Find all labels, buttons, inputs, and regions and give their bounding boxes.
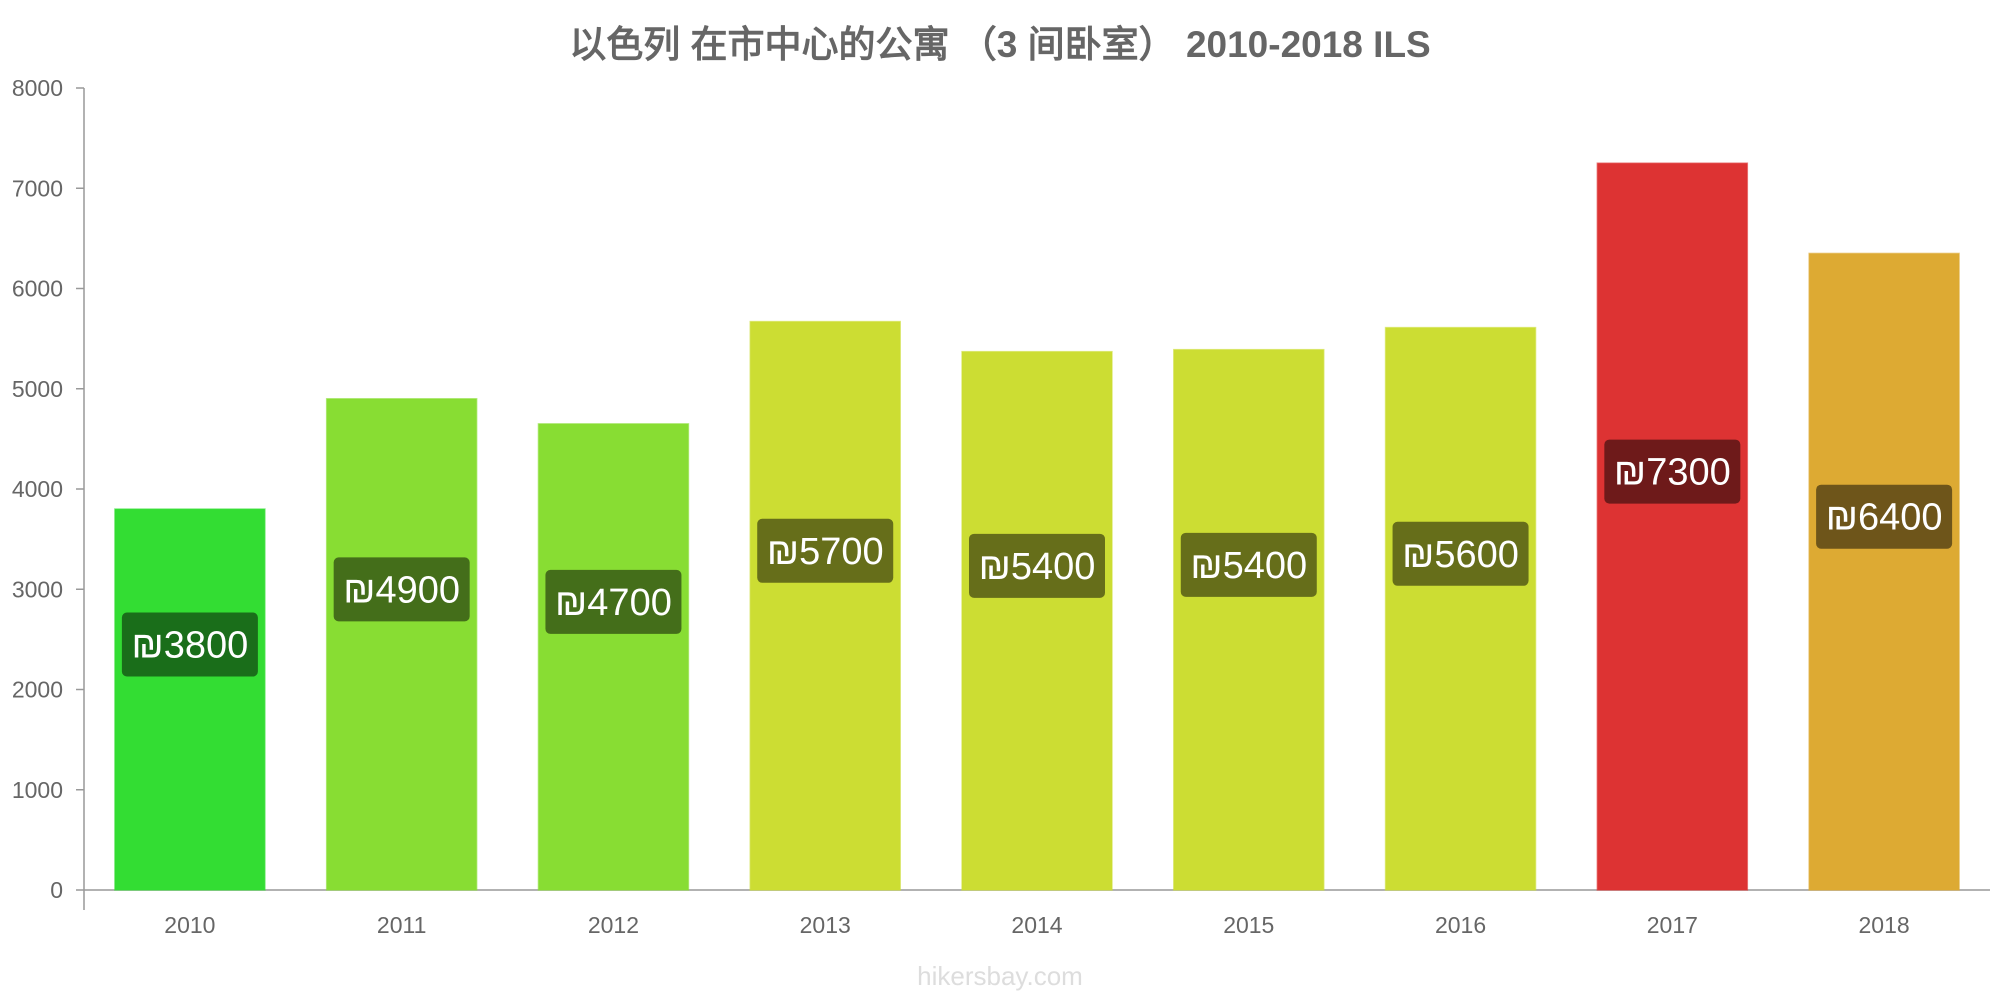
x-tick-label: 2015 xyxy=(1223,912,1274,938)
bars xyxy=(114,162,1960,891)
data-label-box xyxy=(333,557,470,622)
y-tick-label: 2000 xyxy=(12,677,63,703)
y-tick-label: 3000 xyxy=(12,576,63,602)
bar xyxy=(537,423,690,891)
chart-title: 以色列 在市中心的公寓 （3 间卧室） 2010-2018 ILS xyxy=(569,23,1430,65)
data-label: ₪4900 xyxy=(343,569,460,611)
bar xyxy=(1173,348,1325,891)
data-label: ₪5400 xyxy=(1190,545,1307,587)
x-tick-label: 2013 xyxy=(800,912,851,938)
bar-labels: ₪3800 ₪4900 ₪4700 ₪5700 ₪5400 ₪5400 ₪5600 ₪7300… xyxy=(121,439,1953,677)
bar xyxy=(1384,326,1537,891)
source-watermark: hikersbay.com xyxy=(917,961,1083,991)
x-tick-label: 2011 xyxy=(377,912,426,938)
data-label-box xyxy=(969,533,1105,598)
y-tick-label: 0 xyxy=(50,877,63,903)
data-label-box xyxy=(1816,484,1953,549)
x-axis: 2010 2011 2012 2013 2014 2015 2016 2017 2018 xyxy=(84,889,1990,938)
data-label: ₪6400 xyxy=(1826,497,1943,539)
data-label-box xyxy=(1604,439,1741,504)
data-label-box xyxy=(545,569,682,634)
data-label-box xyxy=(121,612,258,677)
data-label: ₪5400 xyxy=(979,546,1096,588)
x-tick-label: 2018 xyxy=(1859,912,1910,938)
y-tick-label: 1000 xyxy=(12,777,63,803)
y-tick-label: 4000 xyxy=(12,476,63,502)
data-label-box xyxy=(757,518,894,583)
bar xyxy=(961,350,1113,891)
x-tick-label: 2014 xyxy=(1011,912,1062,938)
x-tick-label: 2010 xyxy=(164,912,215,938)
data-label: ₪4700 xyxy=(555,582,672,624)
y-tick-label: 6000 xyxy=(12,276,63,302)
y-axis: 0 1000 2000 3000 4000 5000 6000 7000 8000 xyxy=(12,75,85,910)
data-label: ₪5700 xyxy=(767,531,884,573)
bar xyxy=(1808,252,1960,891)
y-tick-label: 8000 xyxy=(12,75,63,101)
y-tick-label: 7000 xyxy=(12,175,63,201)
data-label-box xyxy=(1180,532,1317,597)
data-label: ₪3800 xyxy=(131,625,248,667)
y-tick-label: 5000 xyxy=(12,376,63,402)
bar xyxy=(749,320,901,891)
data-label: ₪7300 xyxy=(1614,452,1731,494)
data-label-box xyxy=(1392,521,1529,586)
x-tick-label: 2016 xyxy=(1435,912,1486,938)
x-tick-label: 2012 xyxy=(588,912,639,938)
bar xyxy=(1596,162,1749,891)
bar xyxy=(325,398,478,891)
x-tick-label: 2017 xyxy=(1647,912,1698,938)
bar xyxy=(114,508,266,891)
data-label: ₪5600 xyxy=(1402,534,1519,576)
